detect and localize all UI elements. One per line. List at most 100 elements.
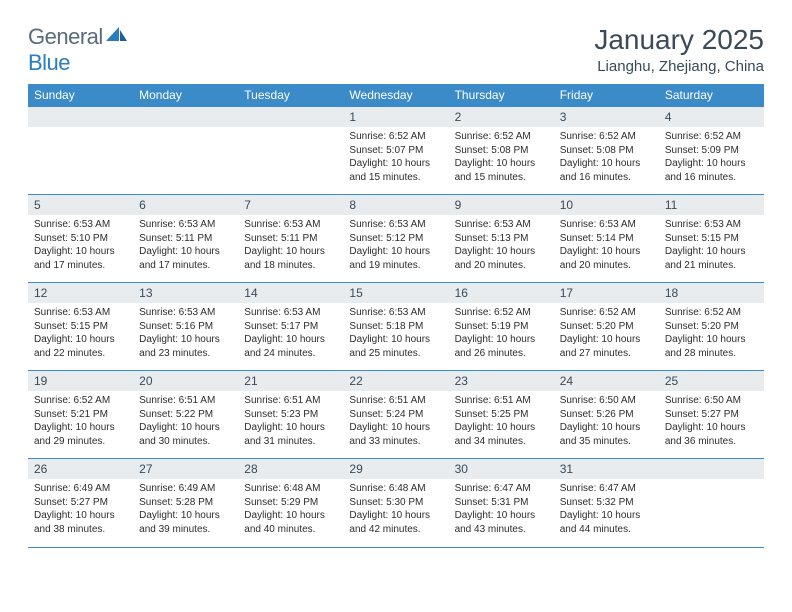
sunset-line: Sunset: 5:24 PM bbox=[349, 408, 442, 422]
daylight-line: Daylight: 10 hours and 31 minutes. bbox=[244, 421, 337, 448]
day-details: Sunrise: 6:52 AMSunset: 5:08 PMDaylight:… bbox=[554, 127, 659, 186]
sunrise-line: Sunrise: 6:52 AM bbox=[455, 306, 548, 320]
sunset-line: Sunset: 5:15 PM bbox=[34, 320, 127, 334]
calendar-table: Sunday Monday Tuesday Wednesday Thursday… bbox=[28, 84, 764, 547]
sunrise-line: Sunrise: 6:52 AM bbox=[349, 130, 442, 144]
day-number: 12 bbox=[28, 283, 133, 303]
sunset-line: Sunset: 5:15 PM bbox=[665, 232, 758, 246]
sunset-line: Sunset: 5:08 PM bbox=[455, 144, 548, 158]
day-number: 13 bbox=[133, 283, 238, 303]
sunrise-line: Sunrise: 6:50 AM bbox=[665, 394, 758, 408]
day-number: 18 bbox=[659, 283, 764, 303]
sunset-line: Sunset: 5:07 PM bbox=[349, 144, 442, 158]
sunset-line: Sunset: 5:20 PM bbox=[560, 320, 653, 334]
calendar-week-row: 19Sunrise: 6:52 AMSunset: 5:21 PMDayligh… bbox=[28, 371, 764, 459]
sunrise-line: Sunrise: 6:53 AM bbox=[244, 218, 337, 232]
day-number: 27 bbox=[133, 459, 238, 479]
calendar-day-cell: 26Sunrise: 6:49 AMSunset: 5:27 PMDayligh… bbox=[28, 459, 133, 547]
day-number: 15 bbox=[343, 283, 448, 303]
calendar-day-cell: 8Sunrise: 6:53 AMSunset: 5:12 PMDaylight… bbox=[343, 195, 448, 283]
calendar-page: GeneralBlue January 2025 Lianghu, Zhejia… bbox=[0, 0, 792, 558]
sunrise-line: Sunrise: 6:53 AM bbox=[665, 218, 758, 232]
sunset-line: Sunset: 5:25 PM bbox=[455, 408, 548, 422]
day-details: Sunrise: 6:53 AMSunset: 5:15 PMDaylight:… bbox=[28, 303, 133, 362]
logo-sail-icon bbox=[105, 24, 129, 50]
day-details: Sunrise: 6:52 AMSunset: 5:19 PMDaylight:… bbox=[449, 303, 554, 362]
sunset-line: Sunset: 5:12 PM bbox=[349, 232, 442, 246]
dow-header: Monday bbox=[133, 84, 238, 107]
daylight-line: Daylight: 10 hours and 28 minutes. bbox=[665, 333, 758, 360]
calendar-day-cell: 3Sunrise: 6:52 AMSunset: 5:08 PMDaylight… bbox=[554, 107, 659, 195]
calendar-day-cell: 19Sunrise: 6:52 AMSunset: 5:21 PMDayligh… bbox=[28, 371, 133, 459]
dow-header: Friday bbox=[554, 84, 659, 107]
day-number: 8 bbox=[343, 195, 448, 215]
sunrise-line: Sunrise: 6:52 AM bbox=[560, 130, 653, 144]
calendar-day-cell: 11Sunrise: 6:53 AMSunset: 5:15 PMDayligh… bbox=[659, 195, 764, 283]
calendar-day-cell bbox=[238, 107, 343, 195]
sunrise-line: Sunrise: 6:53 AM bbox=[560, 218, 653, 232]
day-number: 31 bbox=[554, 459, 659, 479]
sunset-line: Sunset: 5:29 PM bbox=[244, 496, 337, 510]
day-number: 2 bbox=[449, 107, 554, 127]
calendar-day-cell bbox=[133, 107, 238, 195]
day-number-empty bbox=[238, 107, 343, 127]
day-details: Sunrise: 6:49 AMSunset: 5:27 PMDaylight:… bbox=[28, 479, 133, 538]
daylight-line: Daylight: 10 hours and 15 minutes. bbox=[349, 157, 442, 184]
sunrise-line: Sunrise: 6:52 AM bbox=[560, 306, 653, 320]
day-number: 23 bbox=[449, 371, 554, 391]
dow-header: Tuesday bbox=[238, 84, 343, 107]
calendar-day-cell: 2Sunrise: 6:52 AMSunset: 5:08 PMDaylight… bbox=[449, 107, 554, 195]
sunrise-line: Sunrise: 6:47 AM bbox=[560, 482, 653, 496]
page-title: January 2025 bbox=[594, 24, 764, 56]
dow-header: Sunday bbox=[28, 84, 133, 107]
day-number: 17 bbox=[554, 283, 659, 303]
day-number: 1 bbox=[343, 107, 448, 127]
sunset-line: Sunset: 5:27 PM bbox=[665, 408, 758, 422]
daylight-line: Daylight: 10 hours and 42 minutes. bbox=[349, 509, 442, 536]
daylight-line: Daylight: 10 hours and 29 minutes. bbox=[34, 421, 127, 448]
sunrise-line: Sunrise: 6:50 AM bbox=[560, 394, 653, 408]
daylight-line: Daylight: 10 hours and 26 minutes. bbox=[455, 333, 548, 360]
sunrise-line: Sunrise: 6:51 AM bbox=[244, 394, 337, 408]
day-details: Sunrise: 6:53 AMSunset: 5:12 PMDaylight:… bbox=[343, 215, 448, 274]
day-details: Sunrise: 6:47 AMSunset: 5:32 PMDaylight:… bbox=[554, 479, 659, 538]
calendar-day-cell: 10Sunrise: 6:53 AMSunset: 5:14 PMDayligh… bbox=[554, 195, 659, 283]
day-details: Sunrise: 6:53 AMSunset: 5:13 PMDaylight:… bbox=[449, 215, 554, 274]
day-details: Sunrise: 6:53 AMSunset: 5:11 PMDaylight:… bbox=[133, 215, 238, 274]
dow-header: Wednesday bbox=[343, 84, 448, 107]
day-number-empty bbox=[133, 107, 238, 127]
sunrise-line: Sunrise: 6:53 AM bbox=[34, 306, 127, 320]
sunset-line: Sunset: 5:11 PM bbox=[139, 232, 232, 246]
calendar-day-cell: 13Sunrise: 6:53 AMSunset: 5:16 PMDayligh… bbox=[133, 283, 238, 371]
logo-text: GeneralBlue bbox=[28, 24, 129, 76]
day-details: Sunrise: 6:51 AMSunset: 5:23 PMDaylight:… bbox=[238, 391, 343, 450]
sunset-line: Sunset: 5:14 PM bbox=[560, 232, 653, 246]
daylight-line: Daylight: 10 hours and 16 minutes. bbox=[665, 157, 758, 184]
sunset-line: Sunset: 5:10 PM bbox=[34, 232, 127, 246]
sunrise-line: Sunrise: 6:53 AM bbox=[349, 218, 442, 232]
daylight-line: Daylight: 10 hours and 39 minutes. bbox=[139, 509, 232, 536]
sunset-line: Sunset: 5:09 PM bbox=[665, 144, 758, 158]
sunrise-line: Sunrise: 6:48 AM bbox=[244, 482, 337, 496]
dow-header: Thursday bbox=[449, 84, 554, 107]
sunrise-line: Sunrise: 6:51 AM bbox=[349, 394, 442, 408]
daylight-line: Daylight: 10 hours and 30 minutes. bbox=[139, 421, 232, 448]
day-number: 9 bbox=[449, 195, 554, 215]
day-details: Sunrise: 6:52 AMSunset: 5:09 PMDaylight:… bbox=[659, 127, 764, 186]
dow-header: Saturday bbox=[659, 84, 764, 107]
sunset-line: Sunset: 5:22 PM bbox=[139, 408, 232, 422]
daylight-line: Daylight: 10 hours and 22 minutes. bbox=[34, 333, 127, 360]
sunset-line: Sunset: 5:28 PM bbox=[139, 496, 232, 510]
day-details: Sunrise: 6:53 AMSunset: 5:18 PMDaylight:… bbox=[343, 303, 448, 362]
sunset-line: Sunset: 5:13 PM bbox=[455, 232, 548, 246]
page-header: GeneralBlue January 2025 Lianghu, Zhejia… bbox=[28, 24, 764, 76]
calendar-day-cell: 14Sunrise: 6:53 AMSunset: 5:17 PMDayligh… bbox=[238, 283, 343, 371]
day-details: Sunrise: 6:50 AMSunset: 5:26 PMDaylight:… bbox=[554, 391, 659, 450]
calendar-day-cell: 29Sunrise: 6:48 AMSunset: 5:30 PMDayligh… bbox=[343, 459, 448, 547]
calendar-day-cell: 25Sunrise: 6:50 AMSunset: 5:27 PMDayligh… bbox=[659, 371, 764, 459]
day-number: 19 bbox=[28, 371, 133, 391]
sunrise-line: Sunrise: 6:49 AM bbox=[139, 482, 232, 496]
sunrise-line: Sunrise: 6:53 AM bbox=[139, 218, 232, 232]
sunrise-line: Sunrise: 6:52 AM bbox=[665, 306, 758, 320]
day-details: Sunrise: 6:48 AMSunset: 5:30 PMDaylight:… bbox=[343, 479, 448, 538]
